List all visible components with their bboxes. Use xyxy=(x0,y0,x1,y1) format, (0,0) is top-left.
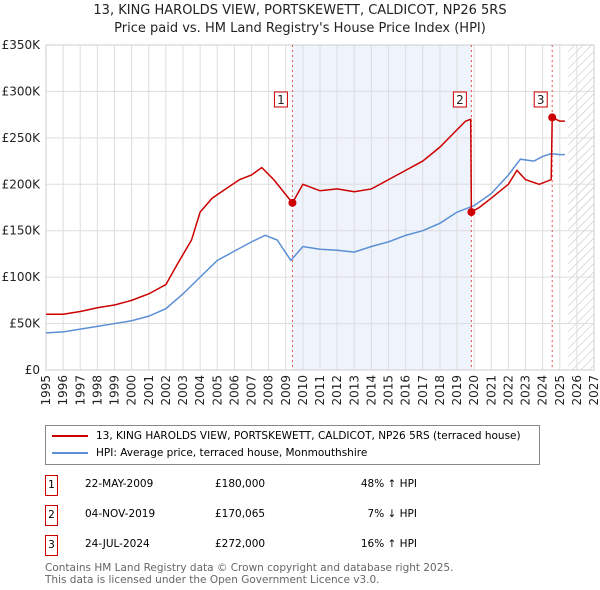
sale-price: £180,000 xyxy=(215,478,266,490)
sale-row: 2 04-NOV-2019 £170,065 7% ↓ HPI xyxy=(45,505,445,526)
legend-item-hpi: HPI: Average price, terraced house, Monm… xyxy=(52,447,367,459)
sale-number-badge: 3 xyxy=(45,535,58,556)
x-tick-label: 2024 xyxy=(536,375,550,406)
footer-line-2: This data is licensed under the Open Gov… xyxy=(45,574,380,586)
x-tick-label: 2022 xyxy=(501,375,515,406)
sale-hpi-diff: 48% ↑ HPI xyxy=(360,478,417,490)
x-tick-label: 2023 xyxy=(519,375,533,406)
y-tick-label: £0 xyxy=(25,363,40,377)
chart-title: 13, KING HAROLDS VIEW, PORTSKEWETT, CALD… xyxy=(93,3,507,18)
sale-date: 04-NOV-2019 xyxy=(85,508,156,520)
x-tick-label: 2021 xyxy=(484,375,498,406)
x-tick-label: 2007 xyxy=(245,375,259,406)
x-tick-label: 2003 xyxy=(176,375,190,406)
sale-number-badge: 2 xyxy=(45,505,58,526)
x-tick-label: 2016 xyxy=(399,375,413,406)
sale-row: 3 24-JUL-2024 £272,000 16% ↑ HPI xyxy=(45,535,445,556)
x-tick-label: 2006 xyxy=(227,375,241,406)
x-tick-label: 2020 xyxy=(467,375,481,406)
sale-date: 24-JUL-2024 xyxy=(85,538,150,550)
x-tick-label: 2001 xyxy=(142,375,156,406)
legend-label: 13, KING HAROLDS VIEW, PORTSKEWETT, CALD… xyxy=(96,430,521,442)
x-tick-label: 2019 xyxy=(450,375,464,406)
x-tick-label: 2000 xyxy=(125,375,139,406)
sale-hpi-diff: 16% ↑ HPI xyxy=(360,538,417,550)
legend-swatch-red xyxy=(52,435,88,437)
y-tick-label: £250K xyxy=(2,131,42,145)
plot-border xyxy=(45,44,595,371)
sale-label-box xyxy=(273,91,288,108)
sale-label: 3 xyxy=(537,93,545,107)
sale-price: £272,000 xyxy=(215,538,266,550)
sale-point xyxy=(467,208,476,217)
sale-date: 22-MAY-2009 xyxy=(85,478,154,490)
series-line xyxy=(46,116,565,316)
sale-price: £170,065 xyxy=(215,508,266,520)
sale-label-box xyxy=(533,91,548,108)
sale-point xyxy=(288,198,297,207)
chart-subtitle: Price paid vs. HM Land Registry's House … xyxy=(114,21,486,36)
x-tick-label: 1998 xyxy=(90,375,104,406)
x-tick-label: 1995 xyxy=(39,375,53,406)
y-tick-label: £200K xyxy=(2,177,42,191)
plot-area: 1995 1996 1997 1998 1999 2000 2001 2002 2003 2004… xyxy=(2,38,600,406)
x-tick-label: 2014 xyxy=(364,375,378,406)
x-tick-label: 2002 xyxy=(159,375,173,406)
shaded-period xyxy=(292,45,472,370)
x-tick-label: 1997 xyxy=(73,375,87,406)
sale-hpi-diff: 7% ↓ HPI xyxy=(367,508,417,520)
x-tick-label: 1996 xyxy=(56,375,70,406)
x-tick-label: 2005 xyxy=(210,375,224,406)
x-tick-label: 2013 xyxy=(347,375,361,406)
x-tick-label: 2008 xyxy=(262,375,276,406)
forecast-hatch xyxy=(568,45,594,370)
sale-label-box xyxy=(452,91,467,108)
x-tick-label: 2010 xyxy=(296,375,310,406)
x-tick-label: 2011 xyxy=(313,375,327,406)
sale-label: 1 xyxy=(277,93,285,107)
x-tick-label: 2015 xyxy=(382,375,396,406)
x-tick-label: 2009 xyxy=(279,375,293,406)
x-tick-label: 2026 xyxy=(570,375,584,406)
footer: Contains HM Land Registry data © Crown c… xyxy=(45,562,453,586)
x-tick-label: 2017 xyxy=(416,375,430,406)
x-tick-label: 2027 xyxy=(587,375,600,406)
footer-line-1: Contains HM Land Registry data © Crown c… xyxy=(45,562,454,574)
legend-swatch-blue xyxy=(52,452,88,454)
x-tick-label: 1999 xyxy=(108,375,122,406)
x-tick-label: 2018 xyxy=(433,375,447,406)
y-tick-label: £300K xyxy=(2,84,42,98)
legend: 13, KING HAROLDS VIEW, PORTSKEWETT, CALD… xyxy=(45,425,540,465)
x-tick-label: 2012 xyxy=(330,375,344,406)
sale-label: 2 xyxy=(456,93,464,107)
sale-point xyxy=(548,113,557,122)
x-tick-label: 2004 xyxy=(193,375,207,406)
y-tick-label: £50K xyxy=(9,317,41,331)
y-tick-label: £350K xyxy=(2,38,42,52)
legend-label: HPI: Average price, terraced house, Monm… xyxy=(96,447,368,459)
sale-row: 1 22-MAY-2009 £180,000 48% ↑ HPI xyxy=(45,475,445,496)
legend-item-property: 13, KING HAROLDS VIEW, PORTSKEWETT, CALD… xyxy=(52,430,521,442)
series-line xyxy=(45,152,565,334)
x-tick-label: 2025 xyxy=(553,375,567,406)
y-tick-label: £100K xyxy=(2,270,42,284)
sale-number-badge: 1 xyxy=(45,475,58,496)
y-tick-label: £150K xyxy=(2,224,42,238)
